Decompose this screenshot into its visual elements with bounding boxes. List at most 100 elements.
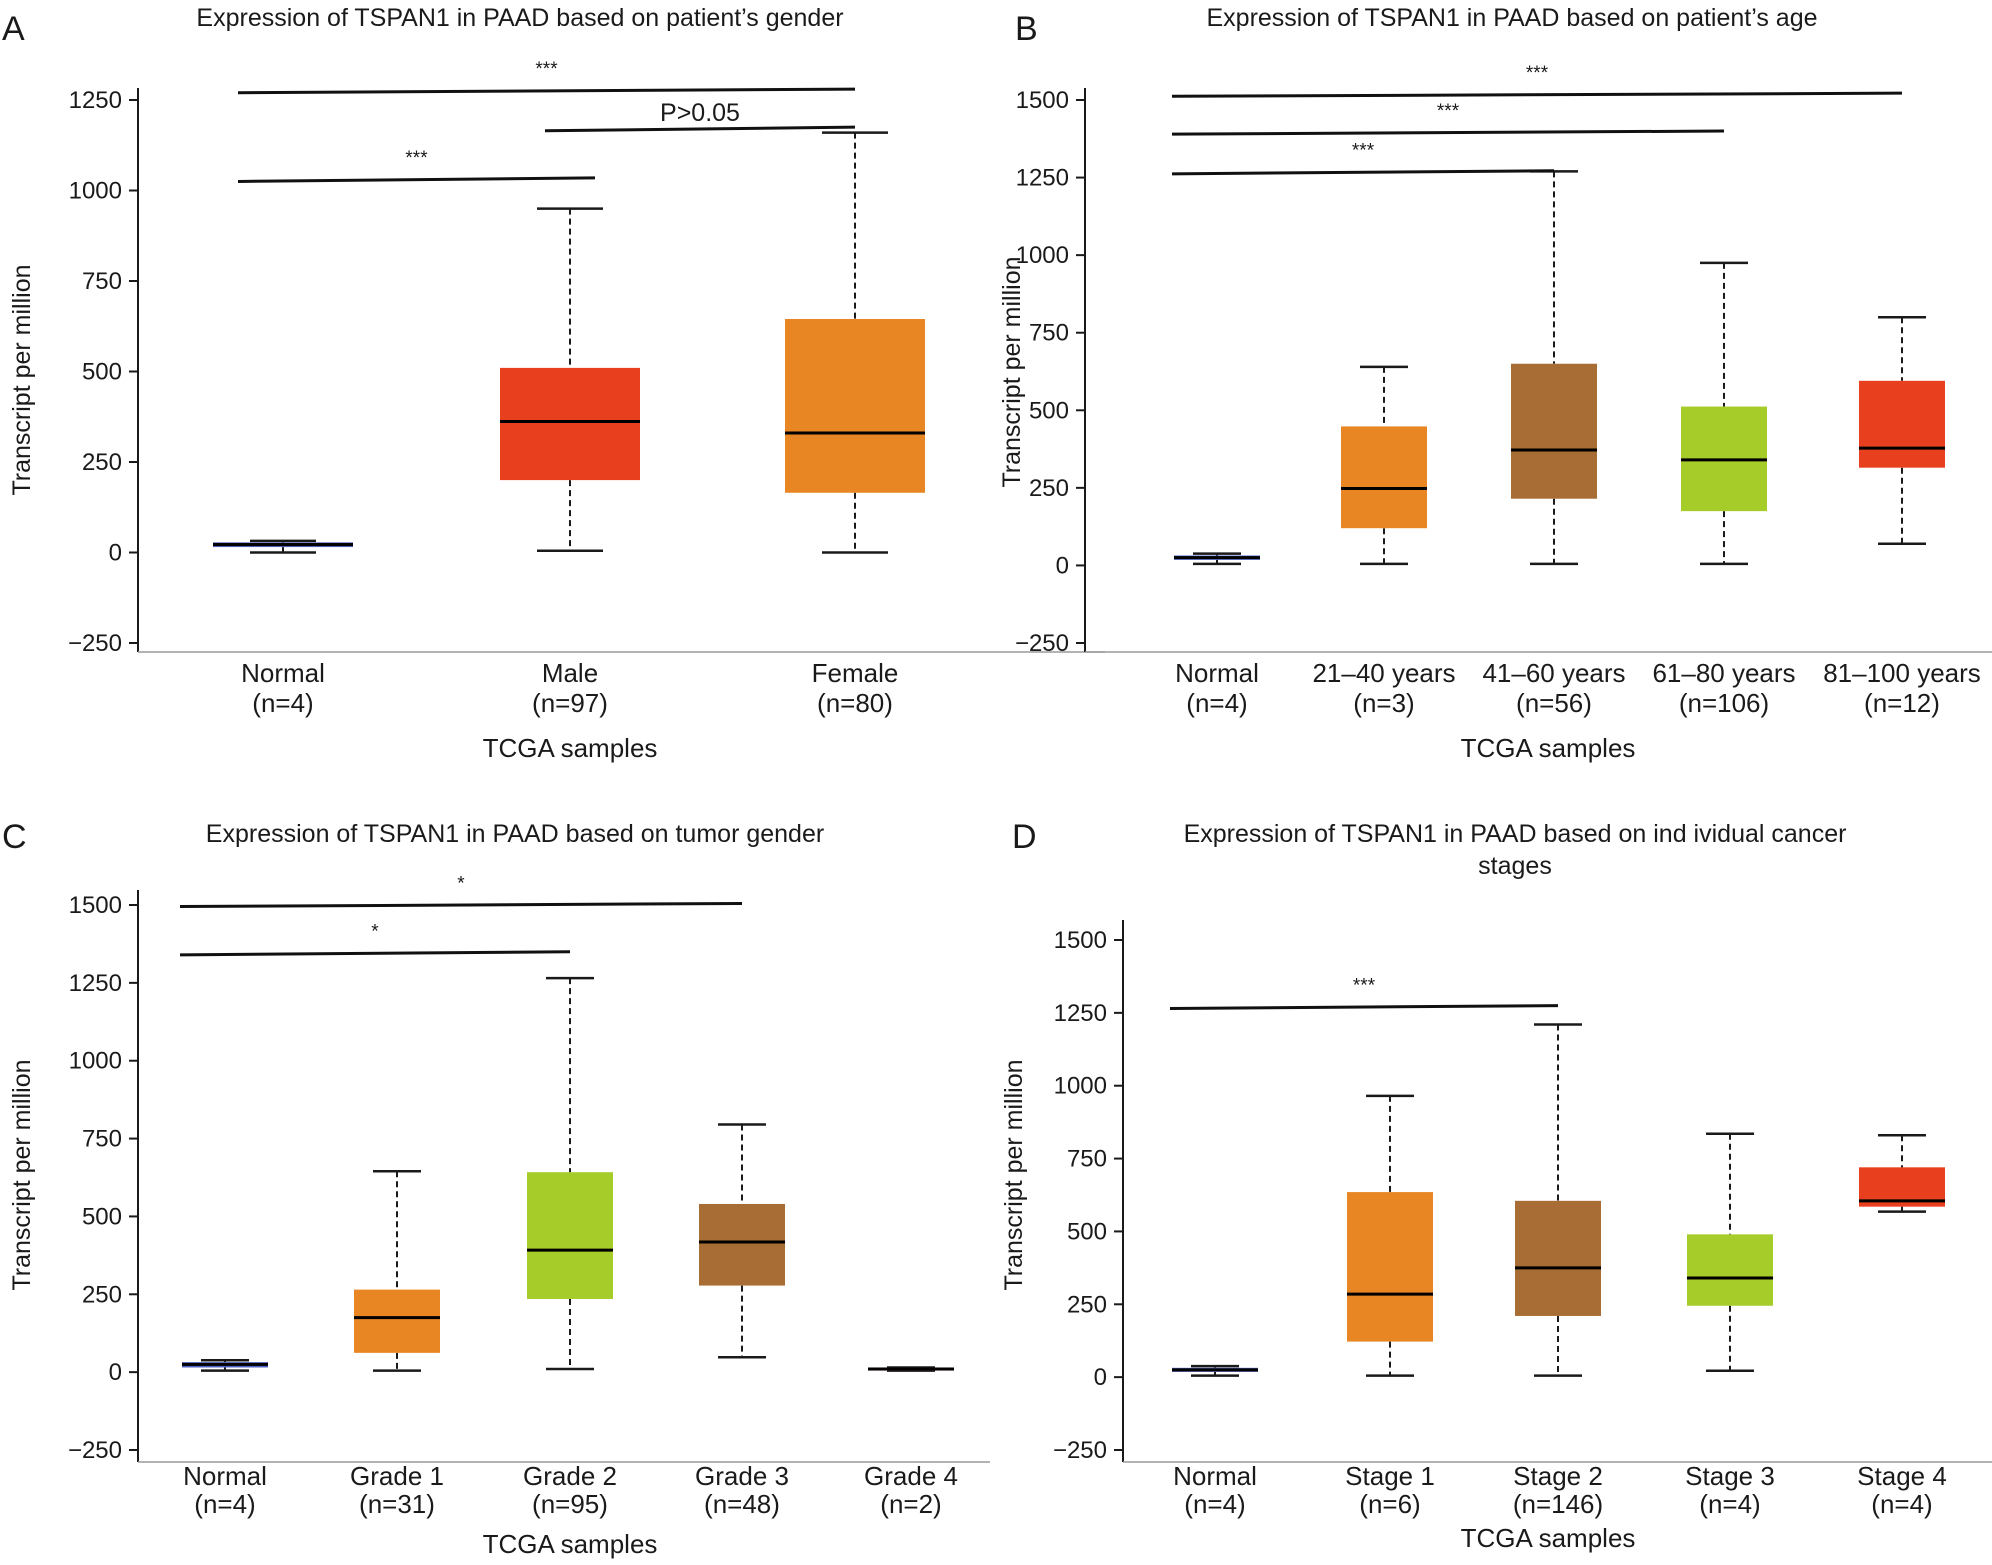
y-tick-label: 250 — [1067, 1291, 1107, 1318]
y-tick-label: 1250 — [69, 87, 122, 114]
y-tick-label: −250 — [68, 1437, 122, 1464]
significance-label: *** — [1352, 141, 1375, 162]
category-count: (n=97) — [532, 688, 608, 718]
significance-line — [1171, 91, 1903, 98]
category-label: Stage 1 — [1345, 1461, 1435, 1491]
significance-label: *** — [1437, 101, 1460, 122]
y-tick-label: 750 — [82, 268, 122, 295]
category-label: Female — [812, 658, 899, 688]
box-normal — [213, 539, 353, 554]
box-stage-4 — [1859, 1134, 1945, 1213]
significance-line — [179, 950, 571, 957]
box-stage-3 — [1687, 1132, 1773, 1372]
iqr-box — [1859, 380, 1945, 468]
y-tick-label: 250 — [1029, 475, 1069, 502]
y-tick-label: 750 — [82, 1126, 122, 1153]
y-tick-label: 500 — [1067, 1218, 1107, 1245]
panel-letter: A — [2, 10, 25, 48]
y-tick-label: 1000 — [69, 1048, 122, 1075]
category-count: (n=6) — [1359, 1489, 1420, 1519]
iqr-box — [354, 1289, 440, 1353]
category-label: Normal — [1175, 658, 1259, 688]
significance-line — [179, 901, 743, 909]
box-stage-1 — [1347, 1094, 1433, 1377]
x-axis-label: TCGA samples — [1461, 1523, 1636, 1553]
box-female — [785, 131, 925, 554]
iqr-box — [1687, 1234, 1773, 1306]
significance-label: * — [457, 873, 465, 894]
x-axis-label: TCGA samples — [483, 733, 658, 763]
iqr-box — [1515, 1200, 1601, 1316]
category-count: (n=4) — [1184, 1489, 1245, 1519]
category-count: (n=4) — [194, 1489, 255, 1519]
category-label: Grade 2 — [523, 1461, 617, 1491]
box-normal — [1174, 552, 1260, 566]
significance-label: * — [371, 922, 379, 943]
category-label: 81–100 years — [1823, 658, 1981, 688]
y-axis-label: Transcript per million — [1000, 1059, 1028, 1290]
significance-line — [237, 87, 856, 95]
category-count: (n=48) — [704, 1489, 780, 1519]
y-tick-label: 1000 — [69, 178, 122, 205]
y-tick-label: 1250 — [1054, 1000, 1107, 1027]
y-tick-label: 250 — [82, 449, 122, 476]
y-tick-label: −250 — [1053, 1437, 1107, 1464]
category-count: (n=3) — [1353, 688, 1414, 718]
box-normal — [1172, 1364, 1258, 1377]
category-label: 41–60 years — [1482, 658, 1625, 688]
category-count: (n=31) — [359, 1489, 435, 1519]
category-label: Stage 2 — [1513, 1461, 1603, 1491]
category-label: Male — [542, 658, 598, 688]
y-tick-label: 250 — [82, 1281, 122, 1308]
category-count: (n=106) — [1679, 688, 1769, 718]
chart-title: Expression of TSPAN1 in PAAD based on in… — [1184, 820, 1847, 880]
category-label: Stage 4 — [1857, 1461, 1947, 1491]
category-label: Normal — [183, 1461, 267, 1491]
category-count: (n=2) — [880, 1489, 941, 1519]
y-axis-label: Transcript per million — [998, 256, 1026, 487]
significance-line — [1169, 1004, 1559, 1010]
iqr-box — [785, 319, 925, 493]
iqr-box — [1341, 426, 1427, 529]
y-tick-label: −250 — [68, 630, 122, 657]
significance-label: *** — [535, 59, 558, 80]
significance-line — [1171, 169, 1555, 176]
significance-line — [237, 176, 596, 183]
box-61-80-years — [1681, 261, 1767, 566]
category-count: (n=4) — [1186, 688, 1247, 718]
y-tick-label: 0 — [109, 540, 122, 567]
panel-letter: C — [2, 818, 27, 856]
category-label: Normal — [241, 658, 325, 688]
panel-c: C Expression of TSPAN1 in PAAD based on t… — [2, 818, 990, 1559]
y-tick-label: 1500 — [1054, 927, 1107, 954]
panel-b: B Expression of TSPAN1 in PAAD based on p… — [998, 4, 1992, 763]
box-normal — [182, 1359, 268, 1372]
category-label: Grade 3 — [695, 1461, 789, 1491]
y-tick-label: 1250 — [69, 970, 122, 997]
panel-letter: B — [1015, 10, 1038, 48]
category-label: 61–80 years — [1652, 658, 1795, 688]
box-stage-2 — [1515, 1023, 1601, 1377]
category-count: (n=4) — [1871, 1489, 1932, 1519]
x-axis-label: TCGA samples — [1461, 733, 1636, 763]
y-tick-label: 750 — [1067, 1146, 1107, 1173]
box-grade-2 — [527, 976, 613, 1371]
category-count: (n=4) — [1699, 1489, 1760, 1519]
y-tick-label: 0 — [109, 1359, 122, 1386]
significance-label: *** — [1526, 63, 1549, 84]
panel-a: A Expression of TSPAN1 in PAAD based on p… — [2, 4, 1105, 763]
significance-label: P>0.05 — [660, 99, 740, 127]
box-grade-4 — [868, 1366, 954, 1372]
box-grade-3 — [699, 1123, 785, 1359]
significance-line — [1171, 129, 1725, 136]
y-axis-label: Transcript per million — [8, 264, 36, 495]
category-label: Stage 3 — [1685, 1461, 1775, 1491]
y-tick-label: 500 — [82, 359, 122, 386]
chart-title: Expression of TSPAN1 in PAAD based on pa… — [1206, 4, 1817, 32]
category-label: 21–40 years — [1312, 658, 1455, 688]
box-41-60-years — [1511, 170, 1597, 566]
category-count: (n=4) — [252, 688, 313, 718]
iqr-box — [527, 1172, 613, 1299]
